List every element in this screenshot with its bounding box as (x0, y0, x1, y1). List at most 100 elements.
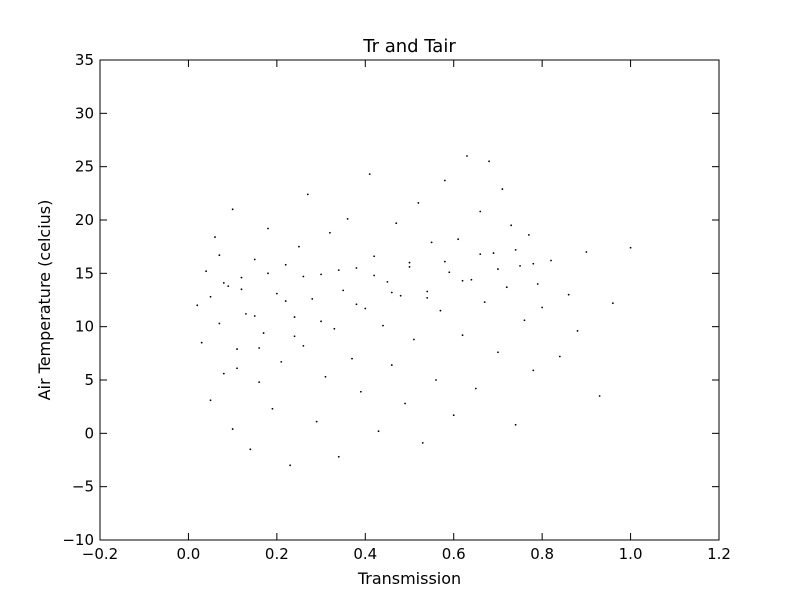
data-point (359, 390, 362, 393)
data-point (390, 291, 393, 294)
data-point (275, 292, 278, 295)
data-point (497, 351, 499, 354)
data-point (576, 330, 579, 332)
data-point (342, 289, 345, 292)
y-tick-label: 0 (84, 424, 94, 442)
data-point (249, 448, 252, 451)
data-point (448, 271, 451, 274)
data-point (497, 268, 499, 270)
y-tick-label: 20 (75, 211, 94, 229)
data-point (629, 246, 632, 249)
x-tick-label: 0.2 (265, 545, 289, 563)
data-point (461, 334, 464, 337)
data-point (598, 395, 601, 397)
data-point (417, 202, 420, 204)
data-point (426, 290, 429, 293)
data-point (479, 210, 482, 213)
data-point (395, 222, 398, 225)
data-point (218, 322, 221, 325)
data-point (483, 301, 486, 304)
data-point (240, 288, 243, 291)
y-tick-label: −10 (62, 531, 94, 549)
data-point (218, 254, 221, 257)
data-point (430, 241, 433, 244)
data-point (196, 304, 199, 307)
data-point (567, 293, 570, 296)
y-tick-label: 10 (75, 318, 94, 336)
data-point (377, 430, 380, 433)
data-point (267, 227, 269, 230)
data-point (558, 355, 561, 358)
data-point (267, 272, 269, 275)
data-point (488, 160, 490, 163)
data-point (443, 260, 446, 263)
y-tick-label: −5 (72, 478, 94, 496)
data-point (302, 344, 305, 347)
data-point (324, 375, 327, 378)
data-point (253, 315, 256, 317)
x-tick-label: 1.0 (619, 545, 643, 563)
data-point (240, 276, 243, 279)
data-point (227, 285, 230, 288)
data-point (306, 193, 309, 196)
ticks-layer: −0.2 0.0 0.2 0.4 0.6 0.8 1.0 1.2 −10 −5 0 5 10 15 20 25… (62, 51, 731, 563)
x-tick-label: 1.2 (707, 545, 731, 563)
data-point (413, 338, 415, 341)
data-point (284, 300, 287, 302)
data-point (302, 275, 305, 278)
data-point (536, 283, 539, 285)
data-point (298, 245, 300, 248)
data-point (532, 369, 535, 372)
data-point (311, 298, 314, 300)
data-point (466, 155, 468, 157)
data-point (435, 379, 437, 381)
data-point (541, 306, 544, 309)
chart-title: Tr and Tair (362, 36, 456, 57)
data-point (404, 402, 406, 405)
data-point (532, 262, 535, 265)
data-point (337, 455, 340, 458)
data-point (373, 255, 376, 258)
data-point (443, 179, 446, 182)
x-tick-label: 0.4 (353, 545, 377, 563)
data-point (368, 173, 371, 176)
data-point (386, 280, 389, 283)
data-point (284, 263, 287, 266)
y-tick-label: 5 (84, 371, 94, 389)
data-point (351, 357, 353, 360)
plot-area-frame (99, 59, 720, 541)
data-point (408, 266, 411, 268)
data-point (209, 399, 212, 402)
data-point (439, 309, 442, 312)
data-point (505, 286, 508, 289)
y-tick-label: 15 (75, 264, 94, 282)
data-point (470, 278, 473, 281)
data-point (245, 312, 247, 315)
x-axis-label: Transmission (357, 569, 461, 588)
y-axis-label: Air Temperature (celcius) (35, 200, 54, 401)
x-tick-label: 0.8 (530, 545, 554, 563)
data-point (222, 282, 225, 284)
data-point (421, 442, 424, 444)
data-point (271, 407, 274, 410)
data-point (550, 259, 552, 262)
data-point (426, 296, 429, 299)
data-point (382, 324, 384, 327)
x-tick-label: 0.6 (442, 545, 466, 563)
data-point (457, 238, 460, 241)
data-point (293, 316, 296, 318)
data-point (514, 248, 517, 251)
data-point (315, 420, 318, 423)
data-point (474, 387, 477, 390)
y-tick-label: 35 (75, 51, 94, 69)
data-point (236, 367, 238, 370)
data-point (289, 464, 292, 467)
data-point (222, 372, 225, 375)
x-tick-label: −0.2 (82, 545, 118, 563)
data-point (280, 360, 283, 363)
data-point (258, 347, 261, 349)
data-point (523, 319, 526, 322)
data-point (461, 279, 464, 282)
